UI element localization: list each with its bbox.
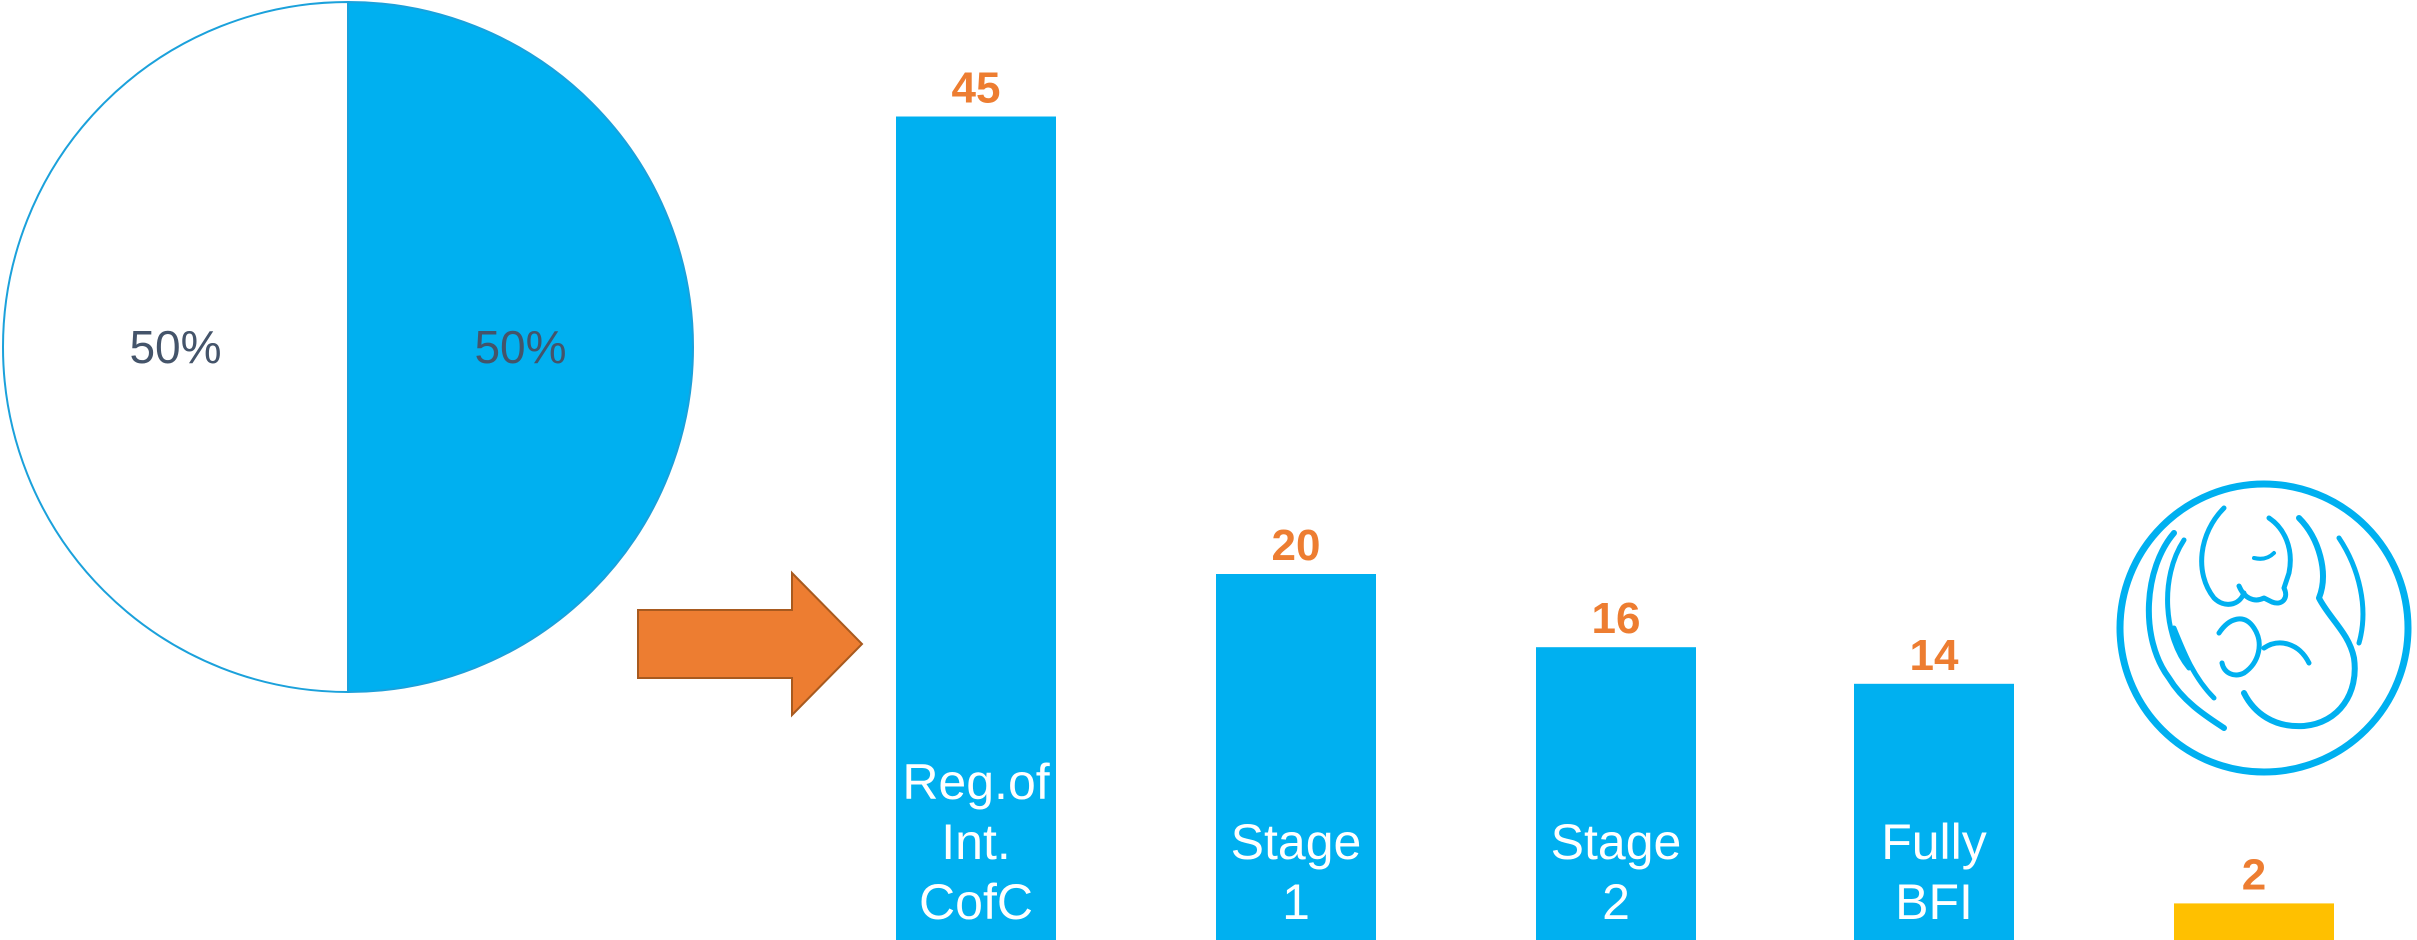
pie-slice-label-0: 50% — [474, 321, 566, 373]
bar-category-label-0: Reg.of Int. CofC — [902, 754, 1050, 930]
bar-category-label-2: Stage 2 — [1550, 814, 1682, 930]
logo-circle — [2116, 480, 2412, 776]
pie-slice-1 — [2, 0, 349, 694]
bar-value-label-0: 45 — [952, 64, 1001, 113]
pie-slice-label-1: 50% — [129, 321, 221, 373]
bar-value-label-2: 16 — [1592, 594, 1641, 643]
bar-value-label-3: 14 — [1910, 631, 1959, 680]
bar-category-label-1: Stage 1 — [1230, 814, 1362, 930]
mother-and-baby-logo — [2116, 480, 2412, 776]
pie-chart: 50% 50% — [2, 0, 694, 694]
bar-category-label-3: Fully BFI — [1881, 814, 1987, 930]
bar-value-label-1: 20 — [1272, 521, 1321, 570]
bar-4 — [2174, 903, 2334, 940]
pie-slice-0 — [347, 0, 694, 694]
right-arrow-icon — [637, 570, 864, 718]
arrow-shape — [637, 570, 864, 718]
bar-value-label-4: 2 — [2242, 850, 2266, 899]
